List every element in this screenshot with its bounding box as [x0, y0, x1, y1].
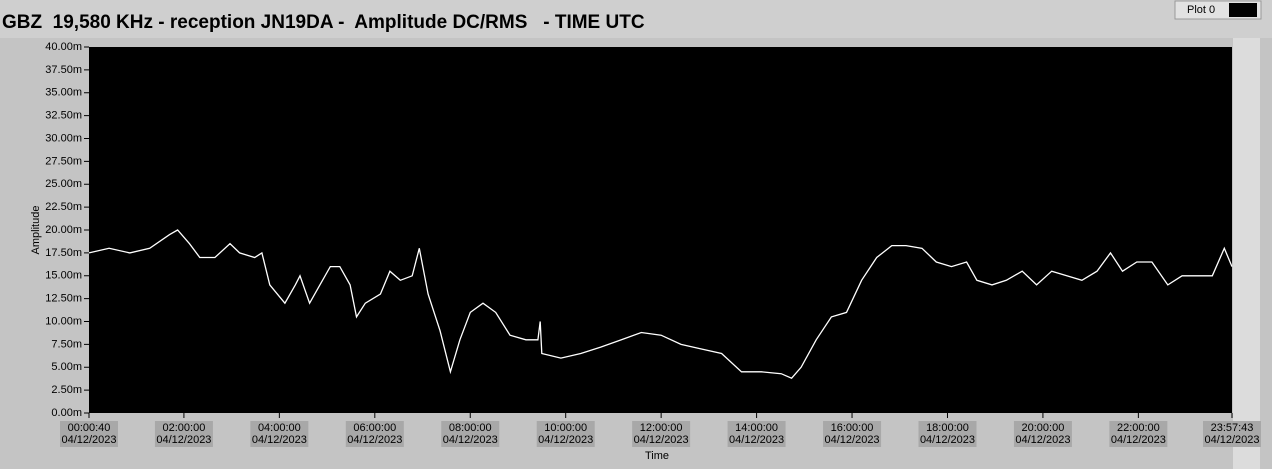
- x-tick-date: 04/12/2023: [1111, 434, 1166, 446]
- x-tick-label-bg: [632, 421, 691, 447]
- x-tick-date: 04/12/2023: [1204, 434, 1259, 446]
- x-tick-label-bg: [727, 421, 786, 447]
- y-tick-label: 12.50m: [45, 293, 82, 305]
- y-tick-label: 30.00m: [45, 132, 82, 144]
- x-tick-label-bg: [60, 421, 118, 447]
- x-tick-date: 04/12/2023: [634, 434, 689, 446]
- x-tick-label: 12:00:00: [640, 422, 683, 434]
- x-axis-label: Time: [645, 450, 669, 462]
- x-tick-label-bg: [1203, 421, 1261, 447]
- y-tick-label: 2.50m: [51, 384, 82, 396]
- x-tick-label-bg: [250, 421, 309, 447]
- y-tick-label: 25.00m: [45, 178, 82, 190]
- x-tick-label: 00:00:40: [68, 422, 111, 434]
- x-tick-label: 22:00:00: [1117, 422, 1160, 434]
- x-tick-label-bg: [154, 421, 213, 447]
- y-tick-label: 0.00m: [51, 407, 82, 419]
- y-tick-label: 40.00m: [45, 41, 82, 53]
- x-tick-date: 04/12/2023: [156, 434, 211, 446]
- x-tick-label: 02:00:00: [163, 422, 206, 434]
- legend-label: Plot 0: [1187, 4, 1215, 16]
- x-tick-label-bg: [823, 421, 882, 447]
- x-tick-date: 04/12/2023: [1015, 434, 1070, 446]
- y-tick-label: 35.00m: [45, 87, 82, 99]
- y-tick-label: 22.50m: [45, 201, 82, 213]
- y-tick-label: 32.50m: [45, 110, 82, 122]
- x-tick-label: 06:00:00: [353, 422, 396, 434]
- legend-swatch: [1231, 5, 1255, 15]
- x-tick-label-bg: [441, 421, 500, 447]
- y-tick-label: 17.50m: [45, 247, 82, 259]
- x-tick-label: 18:00:00: [926, 422, 969, 434]
- x-tick-label: 10:00:00: [544, 422, 587, 434]
- y-tick-label: 10.00m: [45, 315, 82, 327]
- x-tick-date: 04/12/2023: [729, 434, 784, 446]
- x-tick-date: 04/12/2023: [443, 434, 498, 446]
- y-tick-label: 5.00m: [51, 361, 82, 373]
- x-tick-label: 08:00:00: [449, 422, 492, 434]
- y-tick-label: 7.50m: [51, 338, 82, 350]
- x-tick-date: 04/12/2023: [61, 434, 116, 446]
- x-tick-date: 04/12/2023: [920, 434, 975, 446]
- graph-margin: [1233, 38, 1260, 469]
- x-tick-label-bg: [1013, 421, 1072, 447]
- y-tick-label: 27.50m: [45, 155, 82, 167]
- x-tick-label: 23:57:43: [1211, 422, 1254, 434]
- x-tick-date: 04/12/2023: [347, 434, 402, 446]
- data-line: [88, 229, 1233, 379]
- x-tick-label-bg: [918, 421, 977, 447]
- x-tick-label-bg: [1109, 421, 1168, 447]
- y-tick-label: 15.00m: [45, 270, 82, 282]
- x-tick-label-bg: [536, 421, 595, 447]
- x-tick-label: 14:00:00: [735, 422, 778, 434]
- x-tick-date: 04/12/2023: [252, 434, 307, 446]
- x-tick-label: 20:00:00: [1022, 422, 1065, 434]
- y-tick-label: 37.50m: [45, 64, 82, 76]
- x-tick-label: 04:00:00: [258, 422, 301, 434]
- y-tick-label: 20.00m: [45, 224, 82, 236]
- y-axis-label: Amplitude: [30, 206, 42, 255]
- chart-title: GBZ 19,580 KHz - reception JN19DA - Ampl…: [2, 12, 645, 33]
- x-tick-date: 04/12/2023: [538, 434, 593, 446]
- plot-area: [89, 47, 1232, 413]
- x-tick-date: 04/12/2023: [825, 434, 880, 446]
- x-tick-label: 16:00:00: [831, 422, 874, 434]
- x-tick-label-bg: [345, 421, 404, 447]
